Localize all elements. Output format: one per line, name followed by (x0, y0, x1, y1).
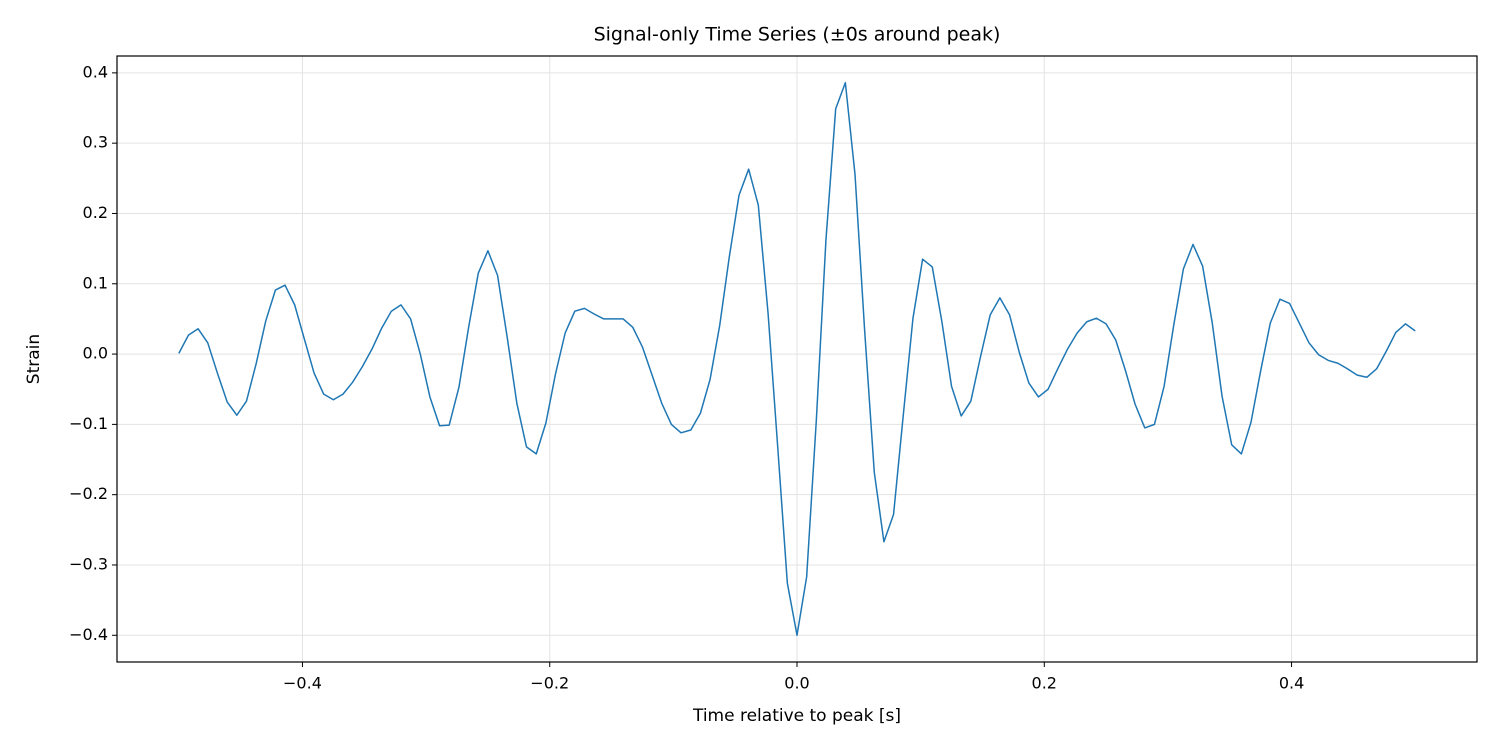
y-tick-label: −0.4 (69, 625, 108, 644)
y-tick-label: −0.1 (69, 414, 108, 433)
y-tick-label: 0.2 (83, 203, 108, 222)
x-tick-label: 0.0 (784, 674, 809, 693)
y-axis-label: Strain (24, 334, 44, 384)
plot-frame (116, 55, 1478, 663)
x-tick-label: 0.4 (1279, 674, 1304, 693)
y-tick-label: 0.1 (83, 273, 108, 292)
line-series (178, 81, 1416, 637)
y-tick-label: −0.2 (69, 484, 108, 503)
y-tick-label: 0.4 (83, 62, 108, 81)
x-tick-label: −0.4 (283, 674, 322, 693)
x-axis-label: Time relative to peak [s] (692, 706, 901, 726)
x-tick-label: −0.2 (530, 674, 569, 693)
y-tick-label: −0.3 (69, 554, 108, 573)
y-tick-label: 0.3 (83, 133, 108, 152)
chart-title: Signal-only Time Series (±0s around peak… (594, 24, 1001, 46)
x-tick-label: 0.2 (1032, 674, 1057, 693)
y-tick-label: 0.0 (83, 344, 108, 363)
